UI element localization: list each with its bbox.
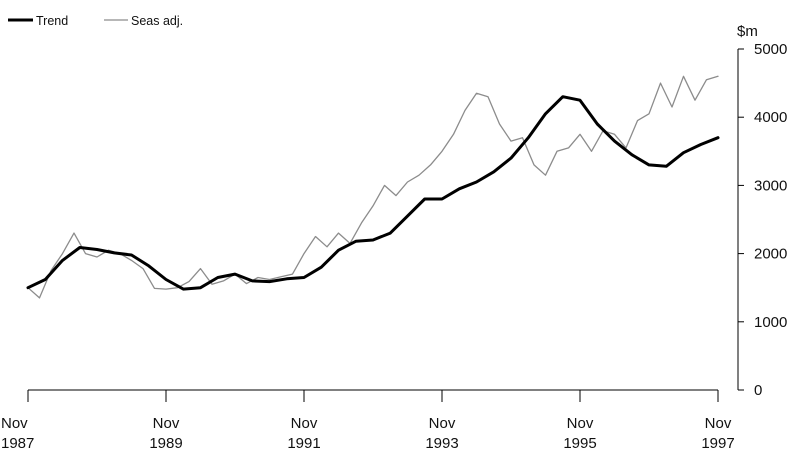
x-tick-label-year: 1995	[563, 435, 596, 452]
x-tick-label-month: Nov	[705, 415, 732, 432]
y-tick-label: 3000	[754, 177, 787, 194]
x-tick-label-year: 1993	[425, 435, 458, 452]
y-tick-label: 1000	[754, 314, 787, 331]
x-tick-label-year: 1997	[701, 435, 734, 452]
x-tick-label-year: 1991	[287, 435, 320, 452]
trend-series-line	[26, 95, 720, 291]
legend-seas-adj-label: Seas adj.	[131, 14, 183, 28]
x-tick-label-month: Nov	[1, 415, 28, 432]
x-tick-label-month: Nov	[153, 415, 180, 432]
series-layer	[26, 75, 720, 299]
y-tick-label: 5000	[754, 41, 787, 58]
axes: 0 1000 2000 3000 4000 5000 Nov 1987 Nov 1989 Nov 19…	[1, 41, 787, 452]
x-tick-label-month: Nov	[567, 415, 594, 432]
legend-trend-label: Trend	[36, 14, 68, 28]
y-axis-unit-label: $m	[737, 23, 758, 40]
y-tick-label: 4000	[754, 109, 787, 126]
x-tick-label-year: 1989	[149, 435, 182, 452]
legend: Trend Seas adj.	[8, 14, 183, 28]
x-tick-label-year: 1987	[1, 435, 34, 452]
x-tick-label-month: Nov	[429, 415, 456, 432]
y-tick-label: 2000	[754, 246, 787, 263]
y-tick-label: 0	[754, 382, 762, 399]
x-tick-label-month: Nov	[291, 415, 318, 432]
seas-adj-series-line	[27, 75, 719, 299]
